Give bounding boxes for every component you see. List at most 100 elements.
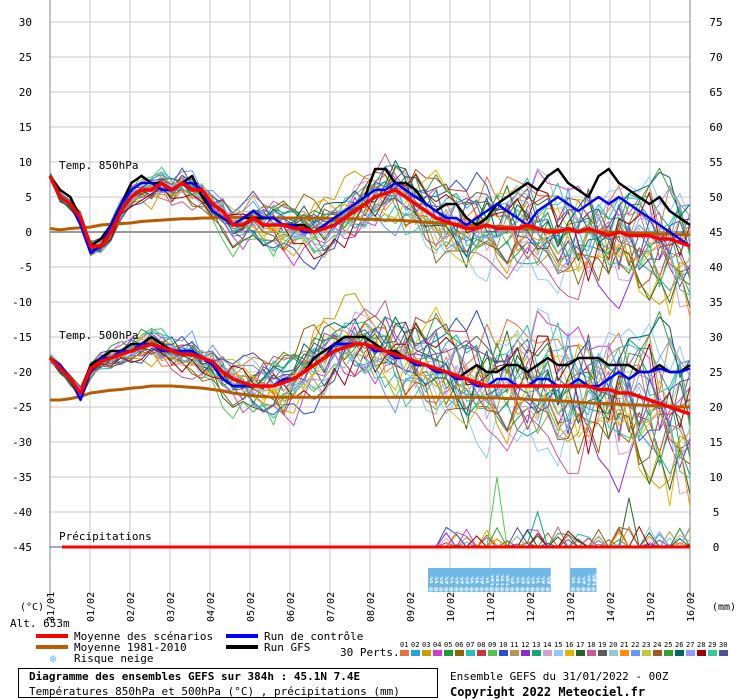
perturbation-legend-swatch [444,650,453,656]
perturbation-legend-id: 19 [598,641,606,649]
snow-risk-cell [453,568,460,592]
right-tick-label: 55 [709,156,722,169]
snowflake-icon: ❄ [586,585,591,594]
snow-risk-cell [524,568,531,592]
panel-label-t500: Temp. 500hPa [59,329,138,342]
snow-risk-row: 3%❄3%❄6%❄6%❄3%❄6%❄6%❄6%❄3%❄3%❄6%❄3%❄10%❄… [427,568,599,594]
snow-risk-cell [438,568,445,592]
snowflake-icon: ❄ [515,585,520,594]
perturbation-legend-id: 10 [499,641,507,649]
x-tick-label: 09/02 [406,592,417,622]
snow-risk-cell [488,568,495,592]
perturbation-legend-swatch [488,650,497,656]
perturbation-legend-swatch [620,650,629,656]
snowflake-icon: ❄ [454,585,459,594]
snow-risk-cell [534,568,541,592]
perturbation-legend-swatch [642,650,651,656]
snow-risk-cell [427,568,434,592]
x-tick-label: 08/02 [366,592,377,622]
perturbation-legend-swatch [477,650,486,656]
snow-risk-cell [529,568,536,592]
x-tick-label: 02/02 [126,592,137,622]
snow-risk-cell [504,568,511,592]
t500-mean-line [48,342,691,416]
precipitation-series [50,476,691,549]
snow-risk-label: 6% [525,575,533,584]
perturbation-legend-swatch [554,650,563,656]
snow-risk-cell [519,568,526,592]
snow-risk-cell [448,568,455,592]
snowflake-icon: ❄ [535,585,540,594]
right-tick-label: 10 [709,471,722,484]
legend: Moyenne des scénarios Moyenne 1981-2010 … [36,630,728,666]
snow-risk-label: 3% [515,575,523,584]
right-tick-label: 60 [709,121,722,134]
snow-risk-label: 6% [459,575,467,584]
right-tick-label: 40 [709,261,722,274]
snow-risk-label: 10% [505,573,513,586]
legend-label-gfs: Run GFS [264,641,310,654]
snowflake-icon: ❄ [439,585,444,594]
perturbation-legend-id: 20 [609,641,617,649]
snowflake-icon: ❄ [434,585,439,594]
x-tick-label: 07/02 [326,592,337,622]
snow-risk-cell [493,568,500,592]
snowflake-icon: ❄ [530,585,535,594]
snowflake-icon: ❄ [576,585,581,594]
perturbation-legend-swatch [686,650,695,656]
perturbation-legend-id: 06 [455,641,463,649]
x-tick-label: 31/01 [46,592,57,622]
footer-title: Diagramme des ensembles GEFS sur 384h : … [29,670,361,683]
snow-risk-label: 6% [510,575,518,584]
snowflake-icon: ❄ [525,585,530,594]
t850-perturbation-24 [49,171,691,289]
t850-perturbation-28 [49,174,691,282]
x-tick-label: 13/02 [566,592,577,622]
snow-risk-cell [473,568,480,592]
perturbation-legend-swatch [433,650,442,656]
snowflake-icon: ❄ [571,585,576,594]
left-tick-label: 20 [19,86,32,99]
perturbation-legend-swatch [631,650,640,656]
perturbation-legend-swatch [598,650,607,656]
x-tick-label: 16/02 [686,592,697,622]
snowflake-icon: ❄ [484,585,489,594]
snow-risk-label: 6% [439,575,447,584]
left-tick-label: -5 [19,261,32,274]
snow-risk-cell [433,568,440,592]
snowflake-icon: ❄ [520,585,525,594]
footer-subtitle: Températures 850hPa et 500hPa (°C) , pré… [29,685,400,698]
t500-perturbation-07 [49,321,691,417]
t500-perturbation-04 [49,310,691,431]
snow-risk-label: 3% [429,575,437,584]
snow-risk-cell [458,568,465,592]
x-tick-label: 03/02 [166,592,177,622]
perturbation-legend-swatch [609,650,618,656]
perturbation-legend-swatch [708,650,717,656]
snow-risk-label: 13% [500,573,508,586]
t850-mean-line [48,175,691,248]
perturbation-legend-id: 15 [554,641,562,649]
perturbation-legend-id: 17 [576,641,584,649]
perturbation-legend-swatch [543,650,552,656]
snowflake-icon: ❄ [474,585,479,594]
copyright: Copyright 2022 Meteociel.fr [450,685,646,699]
x-tick-label: 01/02 [86,592,97,622]
snow-risk-cell [463,568,470,592]
snow-risk-cell [585,568,592,592]
perturbation-legend-id: 24 [653,641,661,649]
perturbation-legend-swatch [532,650,541,656]
perturbation-legend-id: 09 [488,641,496,649]
perturbation-legend-swatch [466,650,475,656]
perturbation-legend-swatch [664,650,673,656]
right-tick-label: 0 [713,541,720,554]
snowflake-icon: ❄ [581,585,586,594]
snowflake-icon: ❄ [591,585,596,594]
snow-risk-label: 10% [591,573,599,586]
left-tick-label: 10 [19,156,32,169]
panel-label-t850: Temp. 850hPa [59,159,138,172]
snowflake-icon: ❄ [505,585,510,594]
footer-box: Diagramme des ensembles GEFS sur 384h : … [18,668,438,698]
